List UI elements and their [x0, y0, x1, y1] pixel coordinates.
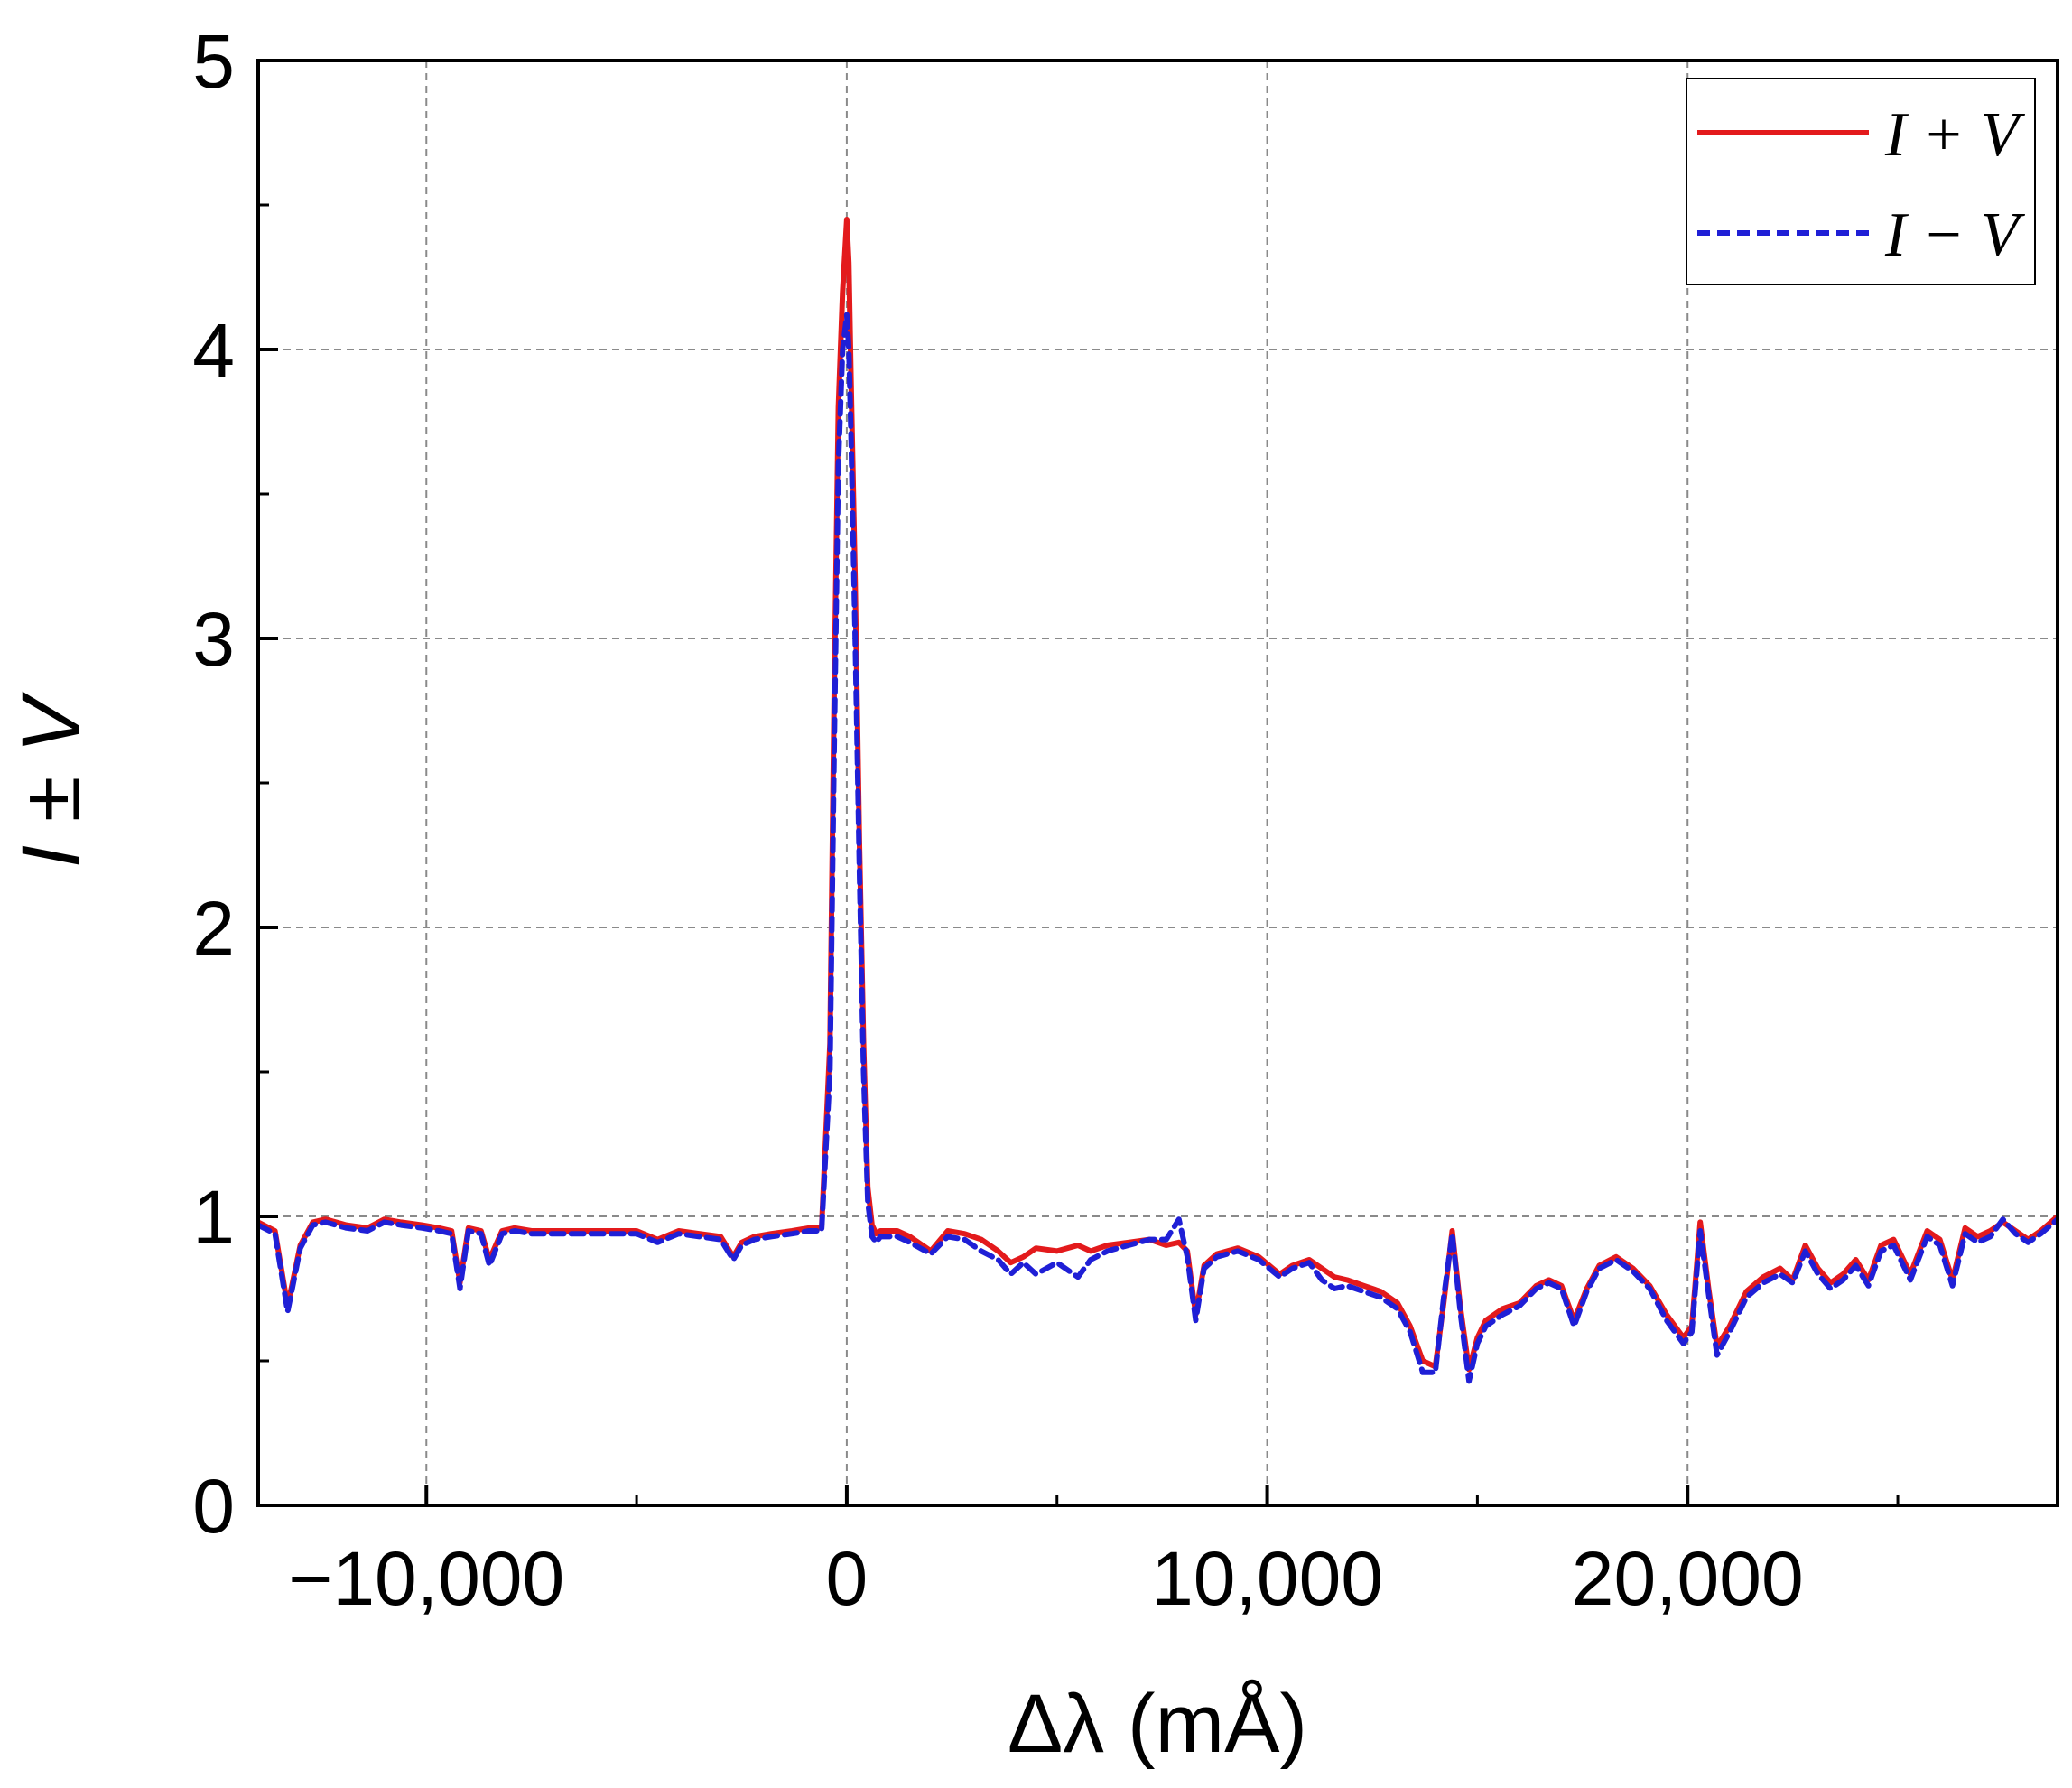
x-tick-label: 20,000 — [1572, 1536, 1804, 1621]
legend-label-i-minus-v: I − V — [1884, 200, 2026, 270]
grid-lines — [258, 61, 2058, 1505]
legend: I + V I − V — [1686, 78, 2036, 285]
tick-labels: −10,000 0 10,000 20,000 0 1 2 3 4 5 — [192, 19, 1803, 1621]
series-line-i-plus-v — [258, 217, 2058, 1373]
legend-box — [1686, 78, 2036, 285]
y-tick-label: 5 — [192, 19, 235, 104]
series-layer — [258, 217, 2058, 1384]
y-tick-label: 2 — [192, 886, 235, 971]
y-tick-label: 4 — [192, 308, 235, 393]
y-tick-label: 3 — [192, 597, 235, 682]
x-tick-label: 0 — [826, 1536, 869, 1621]
legend-label-i-plus-v: I + V — [1884, 100, 2026, 170]
x-axis-title: Δλ (mÅ) — [1008, 1678, 1307, 1770]
series-line-i-minus-v — [258, 312, 2058, 1384]
y-tick-label: 0 — [192, 1464, 235, 1549]
y-tick-label: 1 — [192, 1175, 235, 1260]
y-axis-title: I ± V — [5, 691, 98, 868]
x-tick-label: 10,000 — [1151, 1536, 1383, 1621]
axis-ticks — [258, 59, 1900, 1507]
x-tick-label: −10,000 — [288, 1536, 564, 1621]
